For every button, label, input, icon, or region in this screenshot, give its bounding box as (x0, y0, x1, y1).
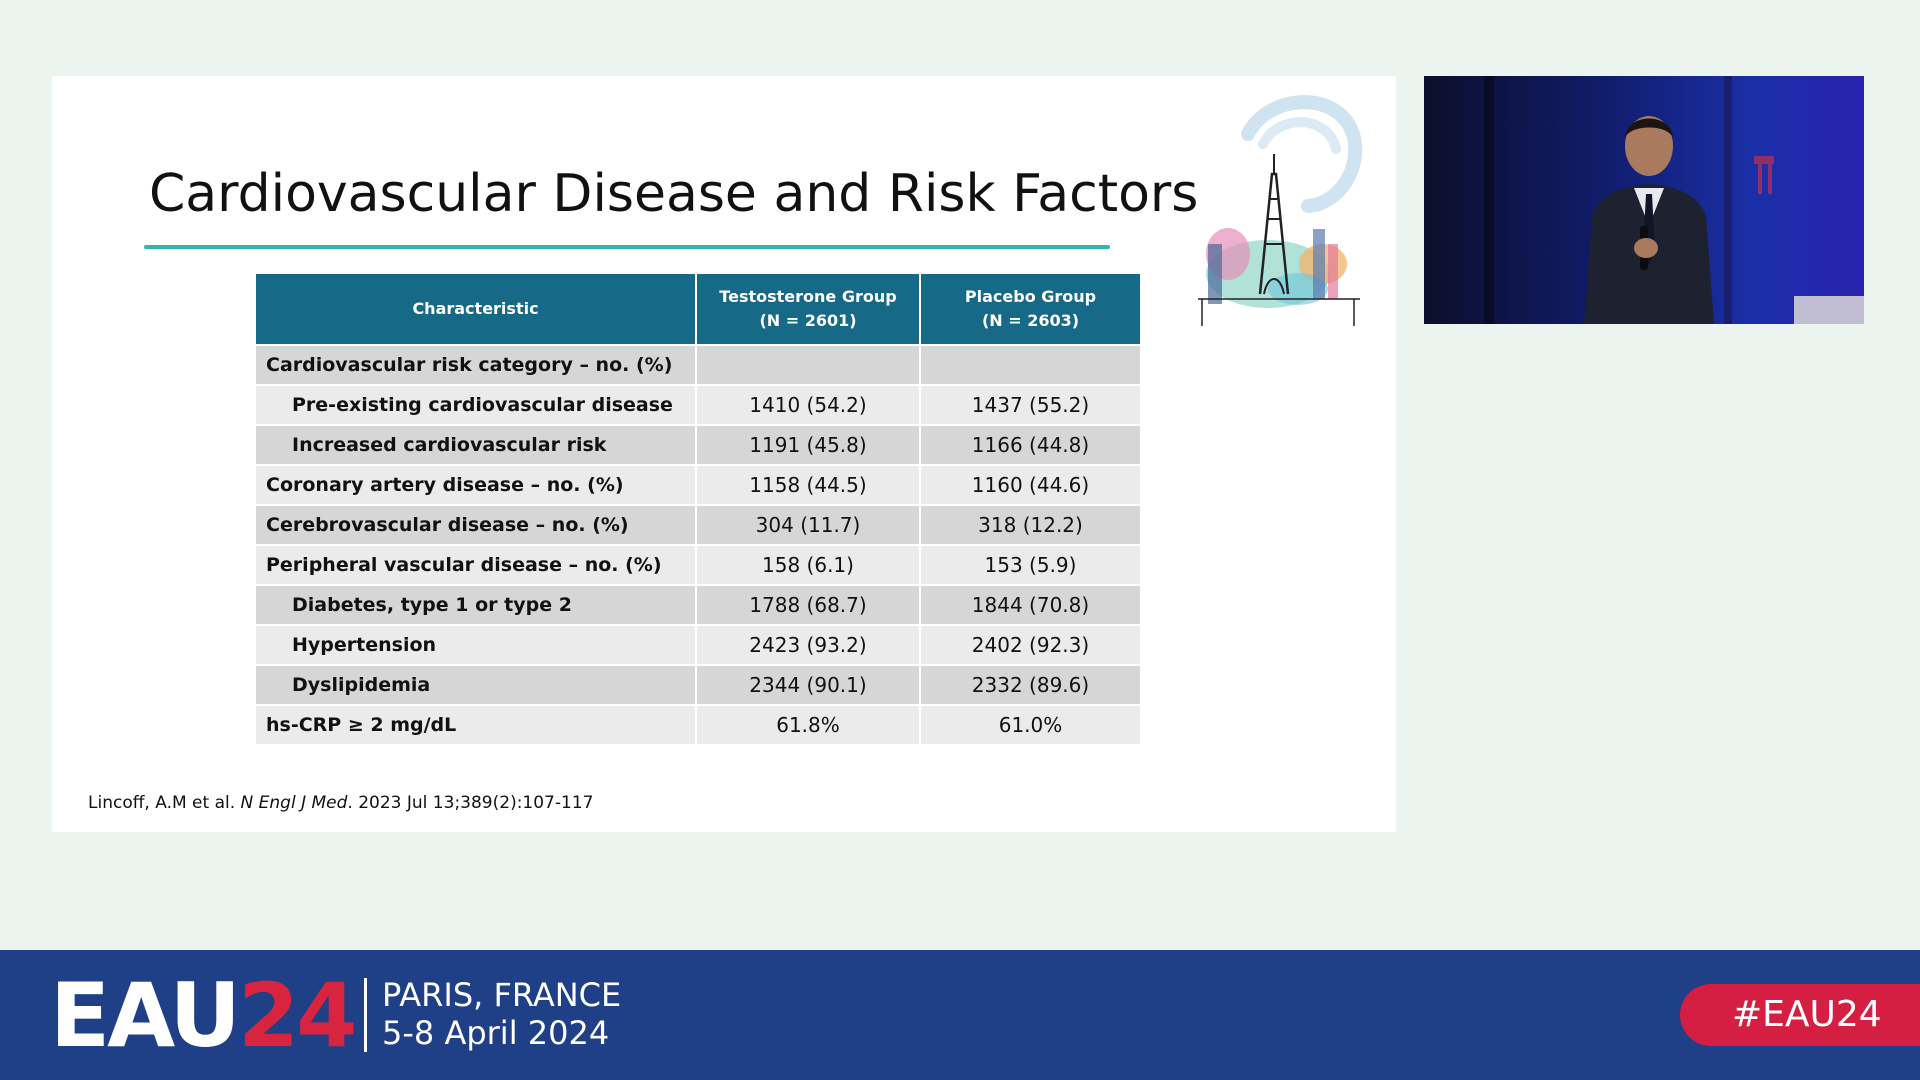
citation-details: . 2023 Jul 13;389(2):107-117 (347, 793, 594, 813)
citation-journal: N Engl J Med (240, 793, 348, 813)
testosterone-value: 2423 (93.2) (696, 624, 921, 665)
testosterone-value: 304 (11.7) (696, 504, 921, 545)
table-row: Peripheral vascular disease – no. (%) 15… (256, 544, 1140, 585)
table-row: Cerebrovascular disease – no. (%) 304 (1… (256, 504, 1140, 545)
placebo-value: 61.0% (920, 704, 1140, 744)
placebo-value (920, 344, 1140, 385)
row-label: Cardiovascular risk category – no. (%) (256, 344, 697, 385)
table-row: Cardiovascular risk category – no. (%) (256, 344, 1140, 385)
placebo-value: 1160 (44.6) (920, 464, 1140, 505)
testosterone-value: 1158 (44.5) (696, 464, 921, 505)
row-label: Increased cardiovascular risk (256, 424, 697, 465)
row-label: Pre-existing cardiovascular disease (256, 384, 697, 425)
table-row: Hypertension 2423 (93.2) 2402 (92.3) (256, 624, 1140, 665)
eau24-logo: EAU24 (50, 964, 357, 1067)
row-label: Hypertension (256, 624, 697, 665)
testosterone-value: 158 (6.1) (696, 544, 921, 585)
table-row: hs-CRP ≥ 2 mg/dL 61.8% 61.0% (256, 704, 1140, 744)
table-row: Coronary artery disease – no. (%) 1158 (… (256, 464, 1140, 505)
conference-footer: EAU24 PARIS, FRANCE 5-8 April 2024 #EAU2… (0, 950, 1920, 1080)
testosterone-value: 1788 (68.7) (696, 584, 921, 625)
testosterone-value: 61.8% (696, 704, 921, 744)
hashtag-badge: #EAU24 (1680, 984, 1920, 1046)
table-row: Pre-existing cardiovascular disease 1410… (256, 384, 1140, 425)
event-dates: 5-8 April 2024 (382, 1014, 610, 1052)
testosterone-value: 2344 (90.1) (696, 664, 921, 705)
testosterone-value (696, 344, 921, 385)
row-label: Diabetes, type 1 or type 2 (256, 584, 697, 625)
placebo-value: 1437 (55.2) (920, 384, 1140, 425)
paris-eiffel-tower-icon (1198, 95, 1363, 326)
placebo-value: 1166 (44.8) (920, 424, 1140, 465)
placebo-value: 318 (12.2) (920, 504, 1140, 545)
risk-factors-table: Characteristic Testosterone Group (N = 2… (256, 274, 1140, 744)
table-header-row: Characteristic Testosterone Group (N = 2… (256, 274, 1140, 345)
testosterone-value: 1191 (45.8) (696, 424, 921, 465)
testosterone-value: 1410 (54.2) (696, 384, 921, 425)
footer-divider (364, 978, 367, 1052)
row-label: Cerebrovascular disease – no. (%) (256, 504, 697, 545)
citation: Lincoff, A.M et al. N Engl J Med. 2023 J… (88, 793, 593, 813)
placebo-value: 2402 (92.3) (920, 624, 1140, 665)
placebo-value: 153 (5.9) (920, 544, 1140, 585)
row-label: Coronary artery disease – no. (%) (256, 464, 697, 505)
header-placebo-group: Placebo Group (N = 2603) (920, 274, 1140, 345)
title-underline (144, 245, 1110, 249)
placebo-value: 2332 (89.6) (920, 664, 1140, 705)
table-row: Diabetes, type 1 or type 2 1788 (68.7) 1… (256, 584, 1140, 625)
speaker-video-icon (1484, 76, 1864, 324)
row-label: Peripheral vascular disease – no. (%) (256, 544, 697, 585)
table-row: Dyslipidemia 2344 (90.1) 2332 (89.6) (256, 664, 1140, 705)
placebo-value: 1844 (70.8) (920, 584, 1140, 625)
row-label: Dyslipidemia (256, 664, 697, 705)
header-testosterone-group: Testosterone Group (N = 2601) (696, 274, 921, 345)
event-location: PARIS, FRANCE (382, 976, 622, 1014)
speaker-video-feed (1424, 76, 1864, 324)
row-label: hs-CRP ≥ 2 mg/dL (256, 704, 697, 744)
table-row: Increased cardiovascular risk 1191 (45.8… (256, 424, 1140, 465)
citation-authors: Lincoff, A.M et al. (88, 793, 236, 813)
slide-title: Cardiovascular Disease and Risk Factors (149, 164, 1199, 224)
header-characteristic: Characteristic (256, 274, 697, 345)
presentation-slide: Cardiovascular Disease and Risk Factors … (52, 76, 1396, 832)
